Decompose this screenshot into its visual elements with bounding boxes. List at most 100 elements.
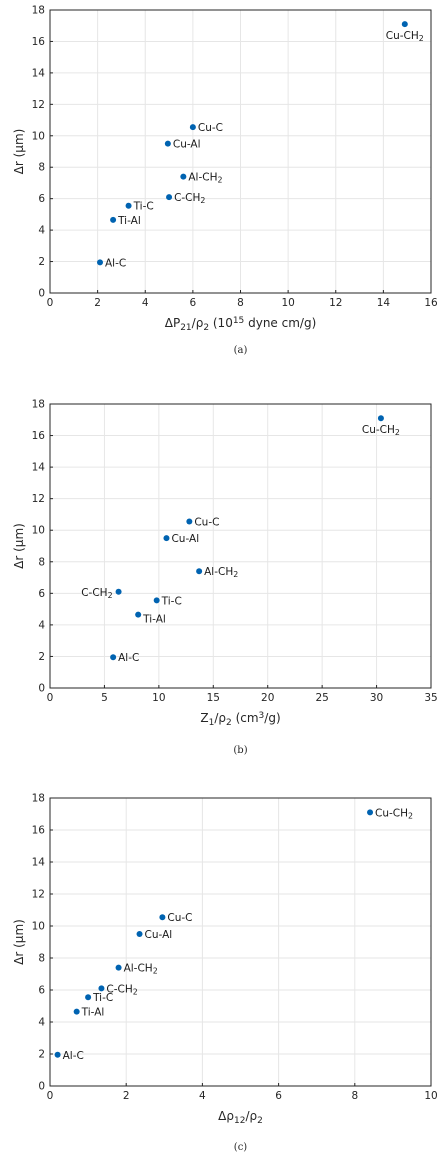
y-tick-label: 4 bbox=[38, 619, 45, 631]
point-label: Cu-CH2 bbox=[375, 807, 413, 820]
y-tick-label: 10 bbox=[32, 525, 45, 537]
y-tick-label: 0 bbox=[38, 288, 45, 300]
data-point bbox=[85, 994, 92, 1001]
x-axis-label: Δρ12/ρ2 bbox=[218, 1109, 263, 1126]
data-point bbox=[159, 914, 166, 921]
point-label: Cu-Al bbox=[145, 929, 173, 941]
x-tick-label: 2 bbox=[123, 1090, 130, 1102]
point-label: Al-CH2 bbox=[188, 172, 222, 185]
chart-panel-2: 0 5 10 15 20 25 30 35 0 2 4 6 8 10 12 14 16 18 Δr (μm) Z1/ρ… bbox=[12, 399, 437, 757]
point-label: Cu-C bbox=[198, 122, 223, 134]
data-point bbox=[110, 654, 117, 661]
x-tick-label: 30 bbox=[370, 692, 383, 704]
x-tick-label: 10 bbox=[152, 692, 165, 704]
point-label: Ti-Al bbox=[142, 614, 166, 626]
x-axis-label: Z1/ρ2 (cm3/g) bbox=[200, 711, 280, 728]
data-point bbox=[54, 1051, 61, 1058]
y-tick-label: 6 bbox=[38, 193, 45, 205]
x-tick-label: 2 bbox=[94, 297, 101, 309]
data-point bbox=[189, 124, 196, 131]
y-tick-label: 18 bbox=[32, 399, 45, 411]
y-tick-label: 16 bbox=[32, 36, 46, 48]
x-tick-label: 4 bbox=[142, 297, 149, 309]
data-point bbox=[125, 202, 132, 209]
point-label: Ti-C bbox=[92, 992, 113, 1004]
y-tick-label: 0 bbox=[38, 1081, 45, 1093]
y-tick-label: 14 bbox=[32, 857, 46, 869]
y-tick-label: 2 bbox=[38, 256, 45, 268]
y-axis-label: Δr (μm) bbox=[12, 129, 26, 175]
y-tick-label: 8 bbox=[38, 953, 45, 965]
point-label: Cu-C bbox=[167, 912, 192, 924]
panel-caption: (a) bbox=[234, 345, 248, 356]
y-tick-label: 14 bbox=[32, 67, 46, 79]
x-tick-label: 0 bbox=[47, 297, 54, 309]
point-label: Al-CH2 bbox=[124, 963, 158, 976]
data-point bbox=[73, 1008, 80, 1015]
plot-frame bbox=[49, 403, 432, 689]
x-tick-label: 4 bbox=[199, 1090, 206, 1102]
y-tick-label: 10 bbox=[32, 921, 45, 933]
point-label: Cu-CH2 bbox=[386, 30, 424, 43]
data-point bbox=[115, 588, 122, 595]
x-tick-label: 12 bbox=[329, 297, 342, 309]
y-tick-label: 6 bbox=[38, 985, 45, 997]
point-label: Al-C bbox=[63, 1050, 84, 1062]
chart-panel-3: 0 2 4 6 8 10 0 2 4 6 8 10 12 14 16 18 Δr (μm) Δρ12/ρ2 (c) C… bbox=[12, 793, 437, 1154]
x-tick-label: 0 bbox=[47, 1090, 54, 1102]
data-point bbox=[166, 194, 173, 201]
y-tick-label: 12 bbox=[32, 889, 45, 901]
data-point bbox=[135, 611, 142, 618]
y-tick-label: 12 bbox=[32, 493, 45, 505]
data-point bbox=[186, 518, 193, 525]
y-tick-label: 12 bbox=[32, 99, 45, 111]
y-tick-label: 14 bbox=[32, 462, 46, 474]
x-tick-label: 8 bbox=[237, 297, 244, 309]
x-tick-label: 0 bbox=[47, 692, 54, 704]
y-axis-label: Δr (μm) bbox=[12, 919, 26, 965]
y-tick-label: 10 bbox=[32, 130, 45, 142]
x-tick-label: 14 bbox=[377, 297, 391, 309]
y-tick-label: 4 bbox=[38, 225, 45, 237]
point-label: Cu-C bbox=[194, 517, 219, 529]
data-point bbox=[180, 173, 187, 180]
point-label: Al-C bbox=[118, 652, 139, 664]
point-label: C-CH2 bbox=[81, 587, 112, 600]
point-label: C-CH2 bbox=[106, 983, 137, 996]
y-tick-label: 16 bbox=[32, 430, 46, 442]
y-tick-label: 18 bbox=[32, 5, 45, 17]
x-tick-label: 16 bbox=[424, 297, 437, 309]
x-tick-label: 5 bbox=[101, 692, 108, 704]
point-label: Ti-C bbox=[133, 201, 154, 213]
data-point bbox=[97, 259, 104, 266]
data-point bbox=[163, 535, 170, 542]
point-label: Ti-Al bbox=[81, 1007, 105, 1019]
data-point bbox=[110, 216, 117, 223]
x-tick-label: 15 bbox=[207, 692, 220, 704]
panel-caption: (b) bbox=[233, 745, 247, 756]
point-label: Cu-CH2 bbox=[362, 424, 400, 437]
x-tick-label: 10 bbox=[424, 1090, 437, 1102]
x-axis-label: ΔP21/ρ2 (1015 dyne cm/g) bbox=[165, 316, 317, 333]
x-tick-label: 35 bbox=[424, 692, 437, 704]
data-point bbox=[377, 415, 384, 422]
data-point bbox=[401, 21, 408, 28]
x-tick-label: 20 bbox=[261, 692, 274, 704]
x-tick-label: 25 bbox=[315, 692, 328, 704]
x-tick-label: 8 bbox=[351, 1090, 358, 1102]
y-tick-label: 8 bbox=[38, 556, 45, 568]
point-label: Ti-C bbox=[161, 595, 182, 607]
panel-caption: (c) bbox=[234, 1142, 248, 1153]
data-point bbox=[136, 931, 143, 937]
point-label: C-CH2 bbox=[174, 192, 205, 205]
plot-frame bbox=[49, 797, 432, 1087]
data-point bbox=[164, 140, 171, 147]
y-tick-label: 18 bbox=[32, 793, 45, 805]
y-tick-label: 16 bbox=[32, 825, 46, 837]
data-point bbox=[98, 985, 105, 992]
y-tick-label: 2 bbox=[38, 651, 45, 663]
point-label: Cu-Al bbox=[171, 533, 199, 545]
x-tick-label: 6 bbox=[275, 1090, 282, 1102]
point-label: Cu-Al bbox=[173, 139, 201, 151]
y-tick-label: 6 bbox=[38, 588, 45, 600]
